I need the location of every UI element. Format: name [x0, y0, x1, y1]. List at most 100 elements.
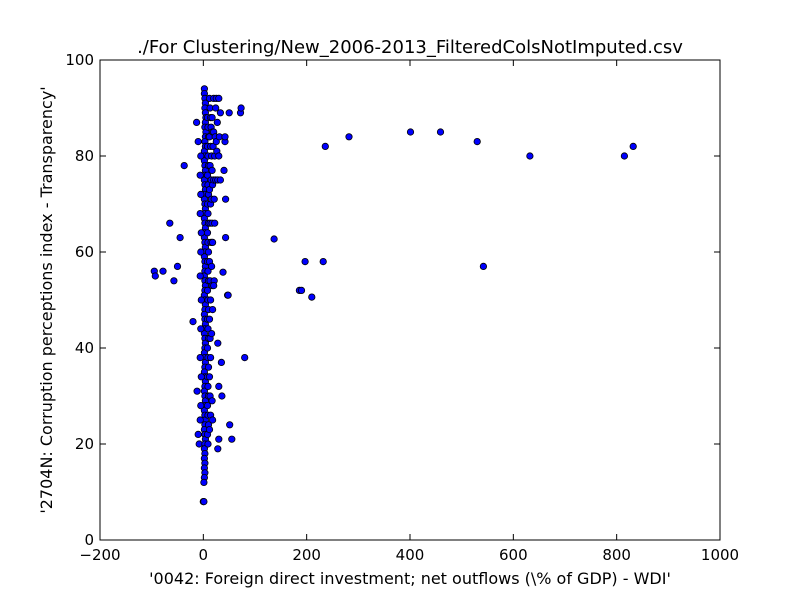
data-point: [197, 296, 205, 304]
data-point: [204, 382, 212, 390]
y-tick-label: 20: [75, 435, 94, 453]
data-point: [197, 325, 205, 333]
y-axis-title: '2704N: Corruption perceptions index - T…: [37, 86, 56, 513]
data-point: [204, 363, 213, 371]
data-point: [203, 229, 212, 237]
data-point: [208, 397, 216, 405]
x-axis-title: '0042: Foreign direct investment; net ou…: [149, 569, 671, 588]
data-point: [197, 229, 205, 237]
data-point: [196, 171, 204, 179]
data-point: [197, 152, 205, 160]
data-point: [208, 166, 216, 174]
data-point: [170, 277, 178, 285]
data-point: [205, 315, 214, 323]
data-point: [208, 329, 216, 338]
data-point: [215, 435, 223, 443]
data-point: [241, 353, 249, 362]
data-point: [197, 401, 205, 410]
data-point: [196, 416, 204, 424]
data-point: [479, 262, 487, 270]
data-point: [210, 195, 218, 203]
y-tick-label: 100: [65, 51, 94, 69]
data-point: [620, 152, 629, 160]
x-tick-label: 600: [499, 546, 528, 564]
data-point: [204, 440, 212, 448]
x-tick-label: 1000: [701, 546, 739, 564]
data-point: [319, 257, 327, 266]
data-point: [197, 248, 205, 256]
data-point: [219, 268, 227, 276]
data-points: [150, 85, 637, 506]
data-point: [301, 257, 309, 266]
x-tick-label: 800: [602, 546, 631, 564]
data-point: [216, 176, 224, 184]
data-point: [197, 190, 205, 198]
data-point: [196, 353, 204, 362]
data-point: [193, 118, 201, 127]
data-point: [207, 353, 215, 362]
data-point: [225, 109, 233, 117]
data-point: [203, 171, 212, 179]
data-point: [214, 339, 222, 347]
y-tick-label: 40: [75, 339, 94, 357]
data-point: [222, 234, 230, 242]
data-point: [237, 104, 245, 112]
data-point: [406, 128, 415, 136]
data-point: [321, 142, 329, 150]
data-point: [214, 445, 222, 453]
y-tick-label: 60: [75, 243, 94, 261]
data-point: [215, 382, 223, 390]
data-point: [209, 416, 217, 424]
data-point: [526, 152, 534, 160]
data-point: [204, 325, 212, 333]
data-point: [207, 296, 215, 304]
data-point: [203, 401, 212, 410]
data-point: [204, 267, 212, 275]
data-point: [196, 210, 204, 218]
data-point: [173, 262, 182, 270]
data-point: [203, 286, 212, 294]
data-point: [208, 114, 216, 122]
data-point: [209, 305, 217, 314]
data-point: [166, 219, 174, 227]
data-point: [180, 162, 188, 170]
data-point: [209, 238, 217, 246]
y-tick-label: 80: [75, 147, 94, 165]
data-point: [308, 293, 316, 301]
data-point: [345, 133, 353, 141]
data-point: [159, 267, 167, 275]
data-point: [212, 104, 220, 112]
data-point: [205, 425, 214, 434]
data-point: [218, 392, 226, 400]
data-point: [196, 272, 204, 280]
x-tick-label: 400: [396, 546, 425, 564]
data-point: [205, 373, 214, 381]
data-point: [228, 435, 236, 443]
data-point: [270, 235, 278, 243]
data-point: [210, 281, 218, 290]
x-tick-label: 200: [292, 546, 321, 564]
data-point: [200, 497, 208, 506]
data-point: [208, 262, 216, 270]
chart-title: ./For Clustering/New_2006-2013_FilteredC…: [137, 37, 683, 58]
data-point: [151, 272, 159, 280]
data-point: [215, 94, 223, 103]
data-point: [194, 430, 202, 438]
data-point: [203, 344, 212, 352]
data-point: [193, 387, 201, 395]
x-tick-label: −200: [79, 546, 120, 564]
data-point: [220, 166, 228, 174]
data-point: [297, 286, 306, 294]
data-point: [221, 133, 229, 141]
data-point: [224, 291, 232, 299]
data-point: [194, 138, 202, 146]
data-point: [217, 358, 225, 366]
data-point: [629, 142, 637, 150]
x-tick-label: 0: [199, 546, 209, 564]
data-point: [189, 317, 197, 326]
data-point: [200, 478, 208, 486]
data-point: [204, 248, 213, 256]
data-point: [213, 118, 221, 127]
